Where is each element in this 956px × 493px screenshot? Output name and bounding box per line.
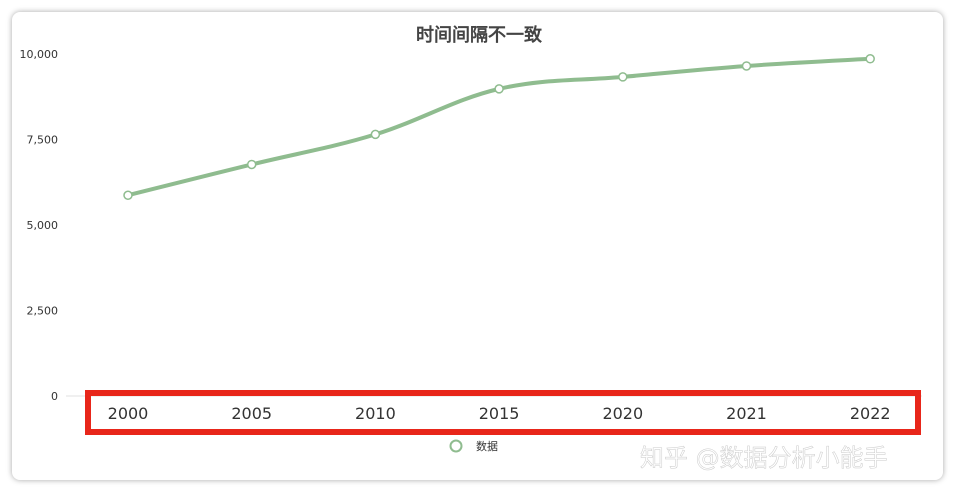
y-axis: 0 2,500 5,000 7,500 10,000 [20,48,59,403]
series-line [126,56,873,198]
x-axis: 2000 2005 2010 2015 2020 2021 2022 [108,404,891,423]
x-tick-label: 2005 [231,404,272,423]
legend-marker-icon [449,439,463,453]
data-point[interactable] [865,54,875,64]
x-tick-label: 2022 [850,404,891,423]
x-tick-label: 2000 [108,404,149,423]
y-tick-label: 5,000 [27,219,59,232]
y-tick-label: 7,500 [27,134,59,147]
data-point[interactable] [618,72,628,82]
watermark: 知乎 @数据分析小能手 [640,444,888,472]
data-point[interactable] [246,159,257,170]
legend-label: 数据 [476,439,498,453]
data-point[interactable] [123,190,133,200]
x-tick-label: 2015 [479,404,520,423]
chart-title: 时间间隔不一致 [416,24,543,46]
x-tick-label: 2010 [355,404,396,423]
y-tick-label: 2,500 [27,305,59,318]
data-point[interactable] [494,84,504,94]
data-point[interactable] [370,129,381,140]
data-point[interactable] [741,61,752,71]
x-axis-highlight-box [85,390,921,435]
y-tick-label: 10,000 [20,48,59,61]
legend[interactable]: 数据 [449,439,499,453]
y-tick-label: 0 [51,390,58,403]
x-tick-label: 2021 [726,404,767,423]
series-points [123,54,875,200]
x-tick-label: 2020 [602,404,643,423]
chart-card [12,12,943,480]
